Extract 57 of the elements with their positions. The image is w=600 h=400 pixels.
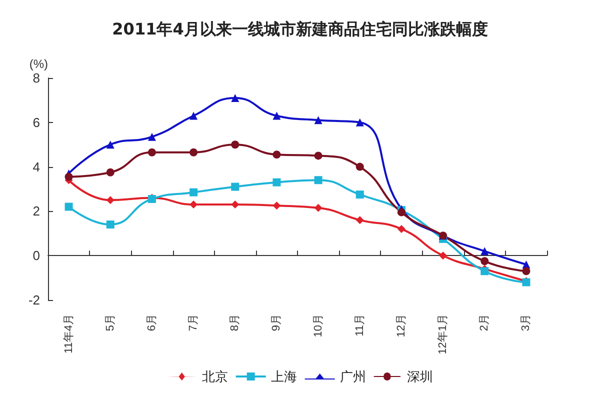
x-tick-label: 9月	[270, 314, 283, 332]
point	[64, 202, 73, 211]
point	[106, 196, 114, 204]
chart-title: 2011年4月以来一线城市新建商品住宅同比涨跌幅度	[112, 20, 488, 38]
x-tick-label: 2月	[478, 314, 491, 332]
point	[314, 152, 322, 160]
x-tick-label: 3月	[520, 314, 532, 332]
y-tick-label: -2	[28, 292, 40, 308]
point	[356, 118, 364, 126]
point	[397, 224, 406, 233]
point	[272, 202, 281, 210]
point	[190, 148, 198, 156]
legend-label: 深圳	[407, 369, 434, 384]
y-tick-label: 2	[32, 204, 40, 219]
y-axis-title: (%)	[29, 57, 48, 71]
point	[190, 112, 198, 120]
x-tick-label: 8月	[229, 314, 242, 332]
point	[231, 182, 240, 191]
point	[106, 168, 114, 176]
point	[272, 178, 281, 186]
y-tick-label: 8	[32, 70, 40, 86]
point	[522, 267, 530, 276]
point	[314, 116, 322, 124]
point	[148, 132, 156, 141]
point	[231, 200, 240, 209]
point	[190, 188, 198, 196]
point	[231, 140, 240, 149]
point	[356, 162, 364, 171]
x-tick-label: 12月	[395, 314, 408, 338]
point	[356, 216, 364, 224]
y-tick-label: 0	[32, 248, 40, 264]
legend-label: 北京	[202, 369, 228, 384]
point	[272, 112, 281, 120]
point	[64, 172, 73, 181]
x-tick-label: 11年4月	[62, 314, 75, 354]
x-tick-label: 6月	[146, 314, 158, 332]
point	[231, 94, 240, 102]
x-tick-label: 7月	[188, 314, 200, 332]
x-tick-label: 5月	[104, 314, 116, 332]
point	[106, 140, 114, 149]
point	[480, 247, 489, 256]
legend-label: 广州	[340, 369, 366, 384]
point	[148, 148, 156, 156]
point	[480, 257, 489, 266]
y-tick-label: 6	[32, 114, 40, 130]
x-tick-label: 11月	[354, 314, 366, 336]
point	[272, 150, 281, 159]
legend-label: 上海	[270, 369, 297, 384]
x-tick-label: 10月	[312, 314, 324, 338]
point	[106, 220, 114, 229]
point	[480, 267, 489, 276]
point	[314, 204, 322, 212]
y-tick-label: 4	[32, 159, 40, 174]
point	[314, 176, 322, 184]
point	[356, 190, 364, 199]
x-tick-label: 12年1月	[437, 314, 450, 354]
point	[439, 252, 448, 260]
